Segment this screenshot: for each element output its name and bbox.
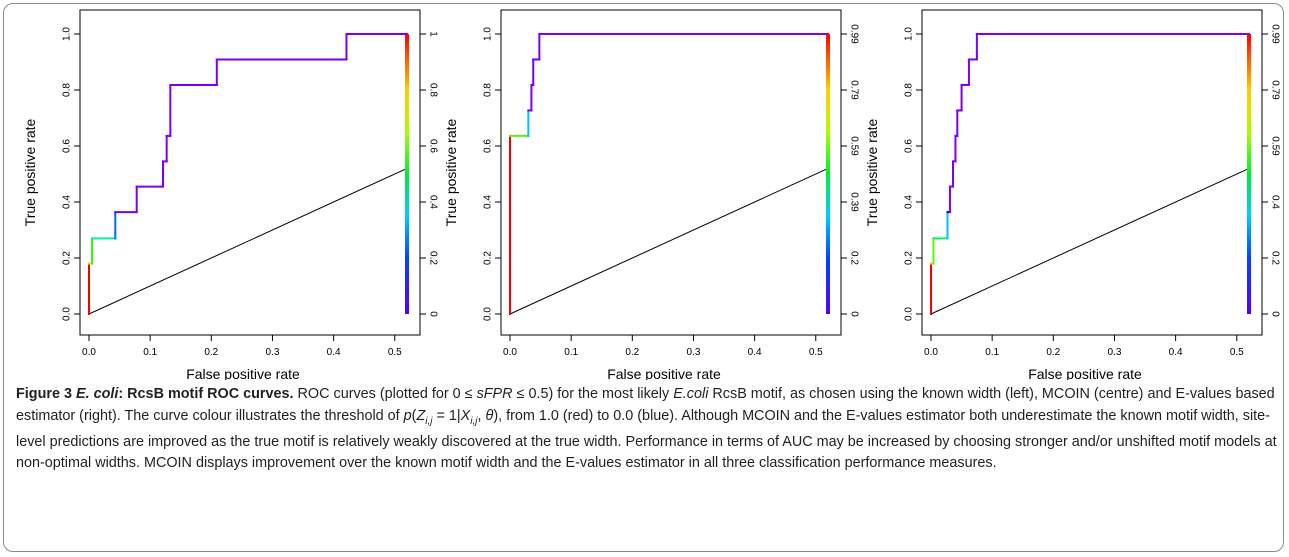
x-tick-label: 0.2 (204, 347, 218, 358)
x-tick-label: 0.3 (266, 347, 280, 358)
roc-panel-left: 0.0 0.1 0.2 0.3 0.4 0.5 0.0 0.2 0.4 0.6 0.8 1.0 Fals… (22, 9, 438, 380)
x-tick-label: 0.1 (985, 347, 999, 358)
colorbar (826, 34, 830, 314)
colorbar (1247, 34, 1251, 314)
y-tick-label: 0.2 (904, 251, 915, 265)
colorbar-tick-label: 0 (427, 311, 438, 317)
y-tick-label: 0.4 (62, 195, 73, 209)
x-tick-label: 0.3 (1108, 347, 1122, 358)
roc-panel-centre: 0.0 0.1 0.2 0.3 0.4 0.5 0.0 0.2 0.4 0.6 0.8 1.0 Fals… (443, 9, 859, 380)
x-tick-label: 0.5 (809, 347, 823, 358)
caption-segment: X (460, 407, 471, 424)
figure-label: Figure 3 (16, 386, 72, 402)
diagonal-line (509, 167, 829, 315)
x-tick-label: 0.0 (82, 347, 96, 358)
colorbar-tick-label: 0.8 (427, 83, 438, 97)
roc-figure: 0.0 0.1 0.2 0.3 0.4 0.5 0.0 0.2 0.4 0.6 0.8 1.0 Fals… (22, 9, 1280, 380)
colorbar-tick-label: 0.2 (848, 251, 859, 265)
y-tick-label: 0.0 (483, 307, 494, 321)
caption-segment: RcsB motif, as chosen using the known wi… (16, 386, 1275, 424)
y-tick-label: 0.4 (904, 195, 915, 209)
x-tick-label: 0.3 (687, 347, 701, 358)
colorbar-tick-label: 0.59 (1269, 136, 1280, 156)
colorbar-tick-label: 0.99 (1269, 24, 1280, 44)
y-tick-label: 1.0 (62, 27, 73, 41)
caption-segment: p (403, 407, 412, 424)
x-axis-label: False positive rate (186, 366, 300, 380)
y-tick-label: 0.8 (62, 83, 73, 97)
caption-segment: ≤ 0.5) for the most likely (512, 386, 674, 402)
x-tick-label: 0.0 (924, 347, 938, 358)
caption-segment: θ (485, 407, 494, 424)
y-tick-label: 0.2 (62, 251, 73, 265)
figure-title-organism: E. coli (75, 386, 119, 402)
roc-panel-right: 0.0 0.1 0.2 0.3 0.4 0.5 0.0 0.2 0.4 0.6 0.8 1.0 Fals… (864, 9, 1280, 380)
colorbar-tick-label: 0.2 (427, 251, 438, 265)
diagonal-line (930, 167, 1250, 315)
x-tick-label: 0.2 (625, 347, 639, 358)
x-tick-label: 0.4 (748, 347, 762, 358)
x-tick-label: 0.1 (143, 347, 157, 358)
caption-segment: ROC curves (plotted for 0 ≤ (297, 386, 477, 402)
caption-segment: E.coli (673, 386, 709, 402)
plot-frame (500, 9, 842, 336)
caption-segment: , (477, 407, 486, 424)
caption-segment: Z (416, 407, 426, 424)
caption-segment: ( (411, 407, 417, 424)
caption-body: ROC curves (plotted for 0 ≤ sFPR ≤ 0.5) … (16, 386, 1277, 471)
x-axis-label: False positive rate (607, 366, 721, 380)
colorbar-tick-label: 0.6 (427, 139, 438, 153)
y-tick-label: 0.2 (483, 251, 494, 265)
caption-segment: sFPR (476, 386, 513, 402)
colorbar-tick-label: 0 (848, 311, 859, 317)
colorbar-tick-label: 0.4 (427, 195, 438, 209)
x-axis-label: False positive rate (1028, 366, 1142, 380)
colorbar-tick-label: 1 (427, 31, 438, 37)
figure-frame (3, 3, 1284, 552)
x-tick-label: 0.2 (1046, 347, 1060, 358)
roc-curve (509, 33, 829, 315)
y-tick-label: 1.0 (904, 27, 915, 41)
x-tick-label: 0.5 (388, 347, 402, 358)
x-tick-label: 0.1 (564, 347, 578, 358)
x-tick-label: 0.4 (1169, 347, 1183, 358)
diagonal-line (88, 167, 408, 315)
plot-frame (79, 9, 421, 336)
colorbar (405, 34, 409, 314)
figure-title: : RcsB motif ROC curves. (118, 386, 294, 402)
roc-curve (88, 33, 408, 315)
colorbar-tick-label: 0 (1269, 311, 1280, 317)
colorbar-tick-label: 0.59 (848, 136, 859, 156)
y-tick-label: 0.0 (62, 307, 73, 321)
caption-segment: i,j (425, 415, 433, 427)
y-tick-label: 0.8 (904, 83, 915, 97)
y-tick-label: 0.6 (904, 139, 915, 153)
roc-curve (930, 33, 1250, 315)
y-tick-label: 0.4 (483, 195, 494, 209)
colorbar-tick-label: 0.2 (1269, 251, 1280, 265)
plot-frame (921, 9, 1263, 336)
figure-caption: Figure 3 E. coli: RcsB motif ROC curves.… (16, 384, 1278, 475)
colorbar-tick-label: 0.99 (848, 24, 859, 44)
y-axis-label: True positive rate (443, 118, 459, 226)
y-tick-label: 0.6 (483, 139, 494, 153)
y-tick-label: 0.6 (62, 139, 73, 153)
y-tick-label: 0.8 (483, 83, 494, 97)
x-tick-label: 0.4 (327, 347, 341, 358)
y-tick-label: 1.0 (483, 27, 494, 41)
x-tick-label: 0.0 (503, 347, 517, 358)
y-axis-label: True positive rate (864, 118, 880, 226)
x-tick-label: 0.5 (1230, 347, 1244, 358)
colorbar-tick-label: 0.79 (848, 80, 859, 100)
y-axis-label: True positive rate (22, 118, 38, 226)
colorbar-tick-label: 0.79 (1269, 80, 1280, 100)
caption-segment: i,j (470, 415, 478, 427)
colorbar-tick-label: 0.39 (848, 192, 859, 212)
y-tick-label: 0.0 (904, 307, 915, 321)
caption-segment: = 1| (432, 407, 461, 424)
colorbar-tick-label: 0.4 (1269, 195, 1280, 209)
caption-segment: ), from 1.0 (red) to 0.0 (blue). Althoug… (16, 407, 1277, 472)
